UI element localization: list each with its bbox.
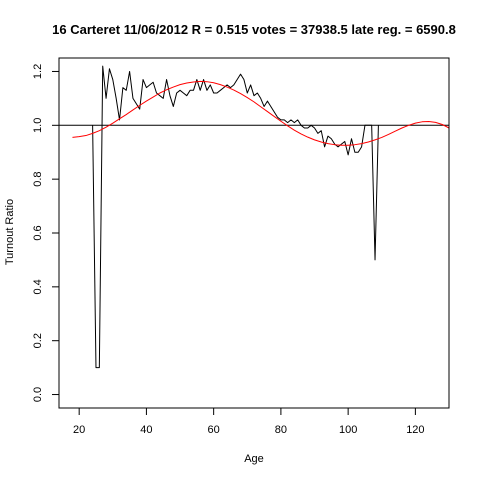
y-tick-label: 0.8 <box>32 172 44 187</box>
x-tick-label: 20 <box>73 424 85 436</box>
y-tick-label: 0.2 <box>32 333 44 348</box>
chart-title: 16 Carteret 11/06/2012 R = 0.515 votes =… <box>52 22 456 37</box>
x-tick-label: 120 <box>406 424 424 436</box>
x-tick-label: 80 <box>275 424 287 436</box>
y-tick-label: 0.6 <box>32 225 44 240</box>
plot-frame <box>58 57 450 409</box>
x-tick-label: 100 <box>339 424 357 436</box>
y-tick-label: 1.2 <box>32 64 44 79</box>
y-axis-label: Turnout Ratio <box>4 199 16 265</box>
y-tick-label: 0.4 <box>32 279 44 294</box>
y-tick-label: 1.0 <box>32 118 44 133</box>
observed-series-line <box>92 65 379 369</box>
fitted-series-line <box>72 80 449 146</box>
x-axis-label: Age <box>244 453 264 465</box>
y-tick-label: 0.0 <box>32 387 44 402</box>
x-tick-label: 40 <box>140 424 152 436</box>
x-tick-label: 60 <box>208 424 220 436</box>
